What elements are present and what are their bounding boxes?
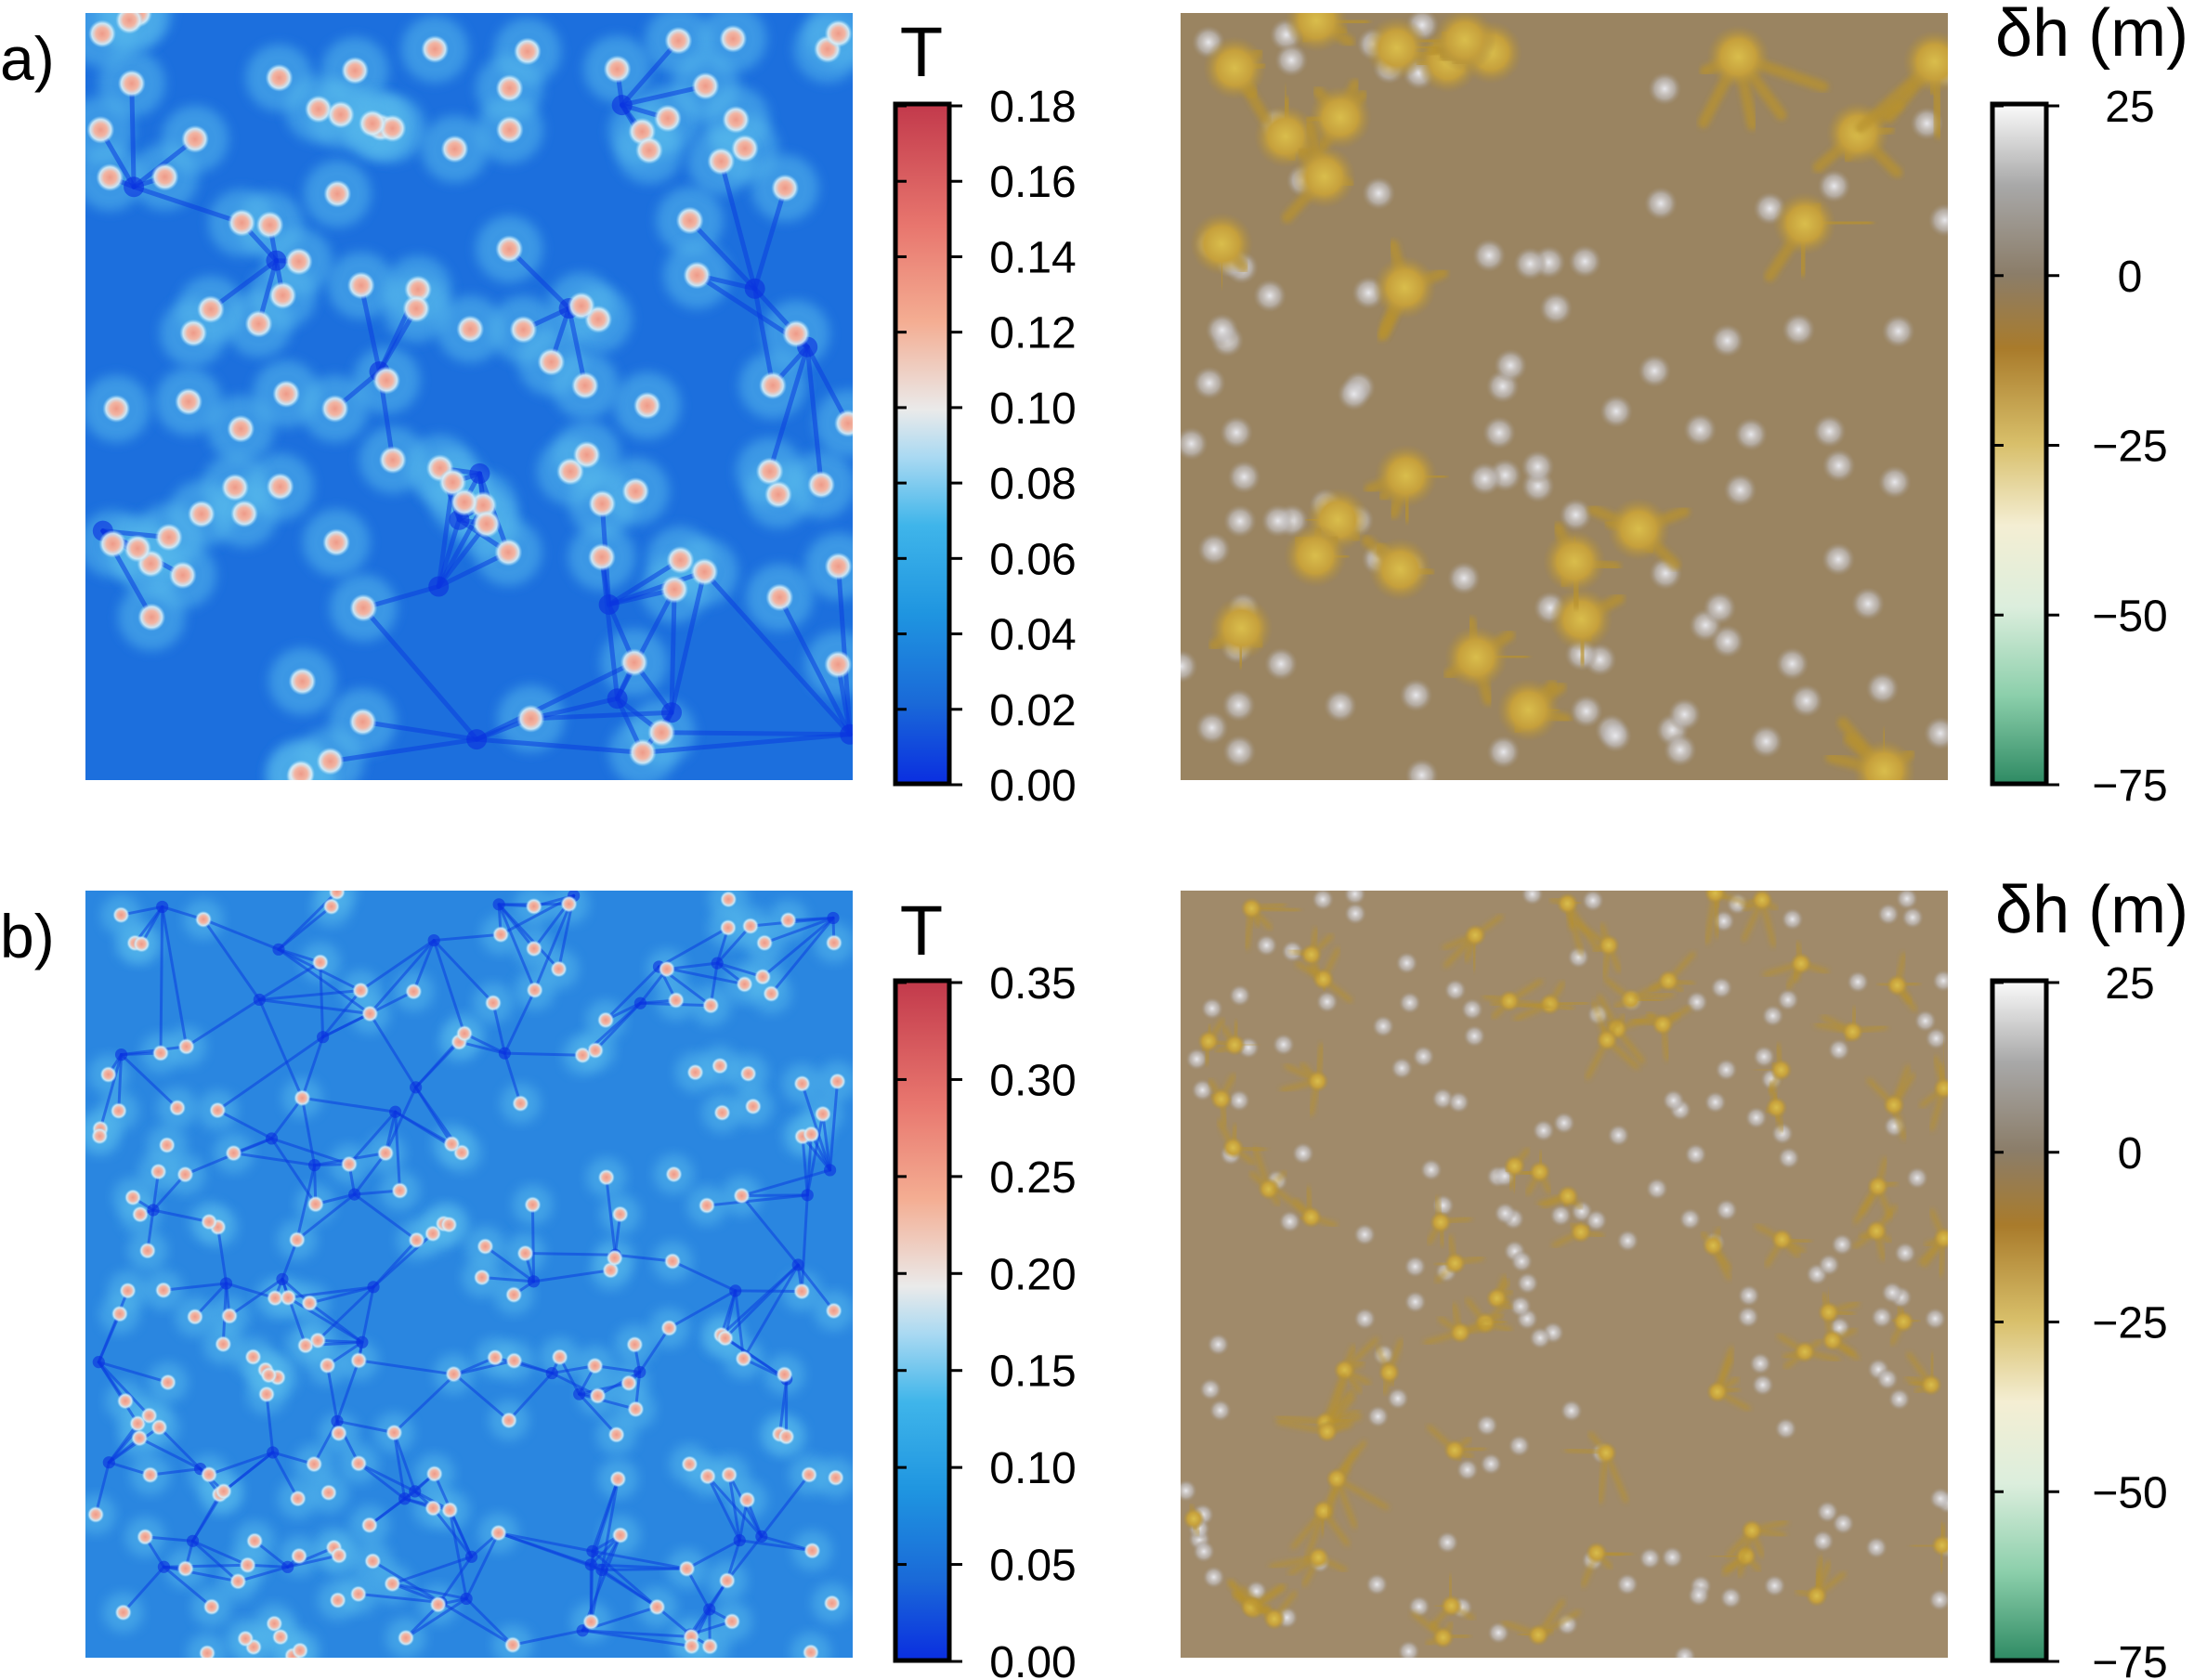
colorbar-tick-label: 0.35 — [989, 959, 1076, 1009]
colorbar-tick-label: −25 — [2092, 423, 2167, 472]
colorbar-tick-label: 0.20 — [989, 1250, 1076, 1299]
colorbar-a-dh: 25 0 −25 −50 −75 — [1990, 83, 2168, 811]
colorbar-tick-label: 0.30 — [989, 1056, 1076, 1105]
colorbar-a-t-ticks: 0.00 0.02 0.04 0.06 0.08 0.10 0.12 0.14 0.16 0.18 — [895, 83, 1077, 811]
colorbar-b-t: 0.00 0.05 0.10 0.15 0.20 0.25 0.30 0.35 — [893, 959, 1077, 1680]
colorbar-tick-label: 0.05 — [989, 1542, 1076, 1591]
colorbar-tick-label: 0.02 — [989, 686, 1076, 736]
colorbar-a-dh-ticks: 25 0 −25 −50 −75 — [1992, 83, 2168, 811]
colorbar-a-t-title: T — [900, 13, 943, 92]
colorbar-tick-label: 0.00 — [989, 762, 1076, 811]
colorbar-tick-label: 0.14 — [989, 233, 1076, 282]
colorbar-tick-label: 0.08 — [989, 460, 1076, 509]
colorbar-tick-label: 0.10 — [989, 1444, 1076, 1493]
colorbar-b-dh-ticks: 25 0 −25 −50 −75 — [1992, 959, 2168, 1680]
colorbar-tick-label: −25 — [2092, 1299, 2167, 1348]
colorbar-b-dh: 25 0 −25 −50 −75 — [1990, 959, 2168, 1680]
colorbar-tick-label: 0.25 — [989, 1153, 1076, 1203]
colorbar-tick-label: 0.10 — [989, 384, 1076, 434]
colorbar-tick-label: 0.00 — [989, 1638, 1076, 1680]
colorbar-b-dh-title: δh (m) — [1995, 873, 2188, 947]
colorbar-tick-label: −50 — [2092, 1468, 2167, 1517]
colorbar-b-t-ticks: 0.00 0.05 0.10 0.15 0.20 0.25 0.30 0.35 — [895, 959, 1077, 1680]
heatmap-b-t — [85, 891, 853, 1658]
colorbar-b-t-title: T — [900, 892, 943, 970]
colorbar-tick-label: 0 — [2118, 253, 2143, 302]
colorbar-tick-label: −75 — [2092, 1638, 2167, 1680]
colorbar-tick-label: 25 — [2105, 83, 2154, 132]
heatmap-a-dh — [1181, 13, 1948, 780]
colorbar-tick-label: 0.18 — [989, 83, 1076, 132]
colorbar-tick-label: 0.06 — [989, 535, 1076, 584]
heatmap-a-t — [85, 13, 853, 780]
colorbar-a-dh-title: δh (m) — [1995, 0, 2188, 71]
colorbar-tick-label: 0.04 — [989, 611, 1076, 660]
colorbar-tick-label: 0.16 — [989, 158, 1076, 207]
colorbar-tick-label: 25 — [2105, 959, 2154, 1009]
colorbar-tick-label: 0.12 — [989, 309, 1076, 358]
colorbar-tick-label: −50 — [2092, 592, 2167, 641]
colorbar-tick-label: 0.15 — [989, 1348, 1076, 1397]
panel-label-a: a) — [0, 24, 55, 93]
panel-label-b: b) — [0, 902, 55, 970]
heatmap-b-dh — [1181, 891, 1948, 1658]
colorbar-a-t: 0.00 0.02 0.04 0.06 0.08 0.10 0.12 0.14 0.16 0.18 — [893, 83, 1077, 811]
colorbar-tick-label: 0 — [2118, 1129, 2143, 1179]
colorbar-tick-label: −75 — [2092, 762, 2167, 811]
